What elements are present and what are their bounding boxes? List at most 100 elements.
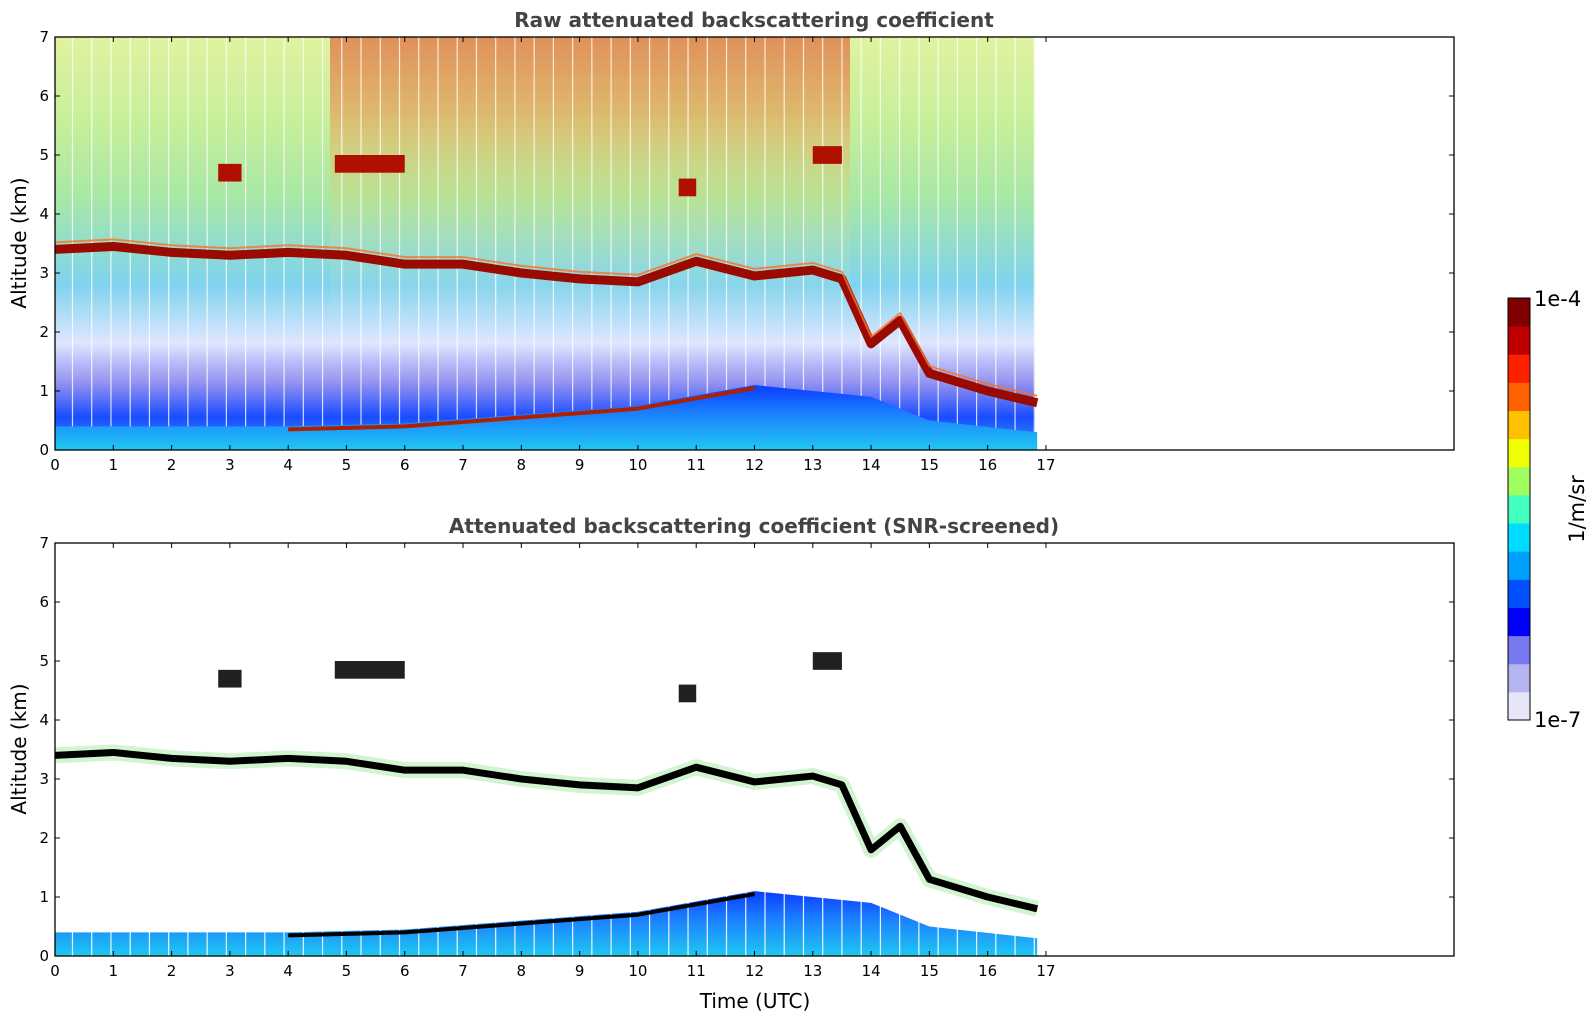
colorbar-segment (1508, 298, 1530, 327)
cloud-patch (334, 155, 405, 173)
x-tick-label: 12 (745, 456, 764, 474)
x-tick-label: 14 (862, 962, 881, 980)
cloud-patch (678, 178, 697, 197)
colorbar-segment (1508, 663, 1530, 693)
cloud-patch (334, 661, 405, 679)
screened-profile-gaps (71, 543, 1035, 956)
x-tick-label: 11 (687, 456, 706, 474)
raw-y-axis-label: Altitude (km) (7, 177, 31, 308)
cloud-patch (812, 146, 842, 164)
y-tick-label: 2 (39, 323, 49, 341)
screened-cloud-patches (218, 652, 842, 703)
x-tick-label: 17 (1036, 962, 1055, 980)
colorbar-segment (1508, 551, 1530, 580)
y-tick-label: 1 (39, 382, 49, 400)
x-tick-label: 13 (803, 456, 822, 474)
x-tick-label: 8 (517, 962, 527, 980)
colorbar-segment (1508, 354, 1530, 383)
x-tick-label: 16 (978, 962, 997, 980)
raw-warm-noise (330, 37, 850, 337)
y-tick-label: 4 (39, 205, 49, 223)
screened-cloud-layer (55, 748, 1039, 913)
y-tick-label: 6 (39, 87, 49, 105)
colorbar-segment (1508, 579, 1530, 608)
raw-panel: Raw attenuated backscattering coefficien… (7, 8, 1455, 474)
x-tick-label: 14 (862, 456, 881, 474)
colorbar-segment (1508, 635, 1530, 665)
colorbar-unit-label: 1/m/sr (1565, 475, 1589, 543)
colorbar: 1e-4 1e-7 1/m/sr (1507, 287, 1589, 732)
x-tick-label: 4 (283, 456, 293, 474)
x-tick-label: 10 (628, 456, 647, 474)
x-tick-label: 8 (517, 456, 527, 474)
x-tick-label: 10 (628, 962, 647, 980)
x-tick-label: 2 (167, 456, 177, 474)
colorbar-segment (1508, 494, 1530, 524)
raw-panel-title: Raw attenuated backscattering coefficien… (514, 8, 994, 32)
raw-cloud-layer (55, 241, 1039, 408)
x-tick-label: 15 (920, 456, 939, 474)
colorbar-segment (1508, 382, 1530, 412)
x-tick-label: 3 (225, 962, 235, 980)
x-tick-label: 11 (687, 962, 706, 980)
colorbar-segment (1508, 410, 1530, 440)
cloud-patch (218, 163, 242, 182)
x-tick-label: 6 (400, 962, 410, 980)
screened-panel: Attenuated backscattering coefficient (S… (7, 514, 1455, 1013)
x-tick-label: 9 (575, 962, 585, 980)
x-tick-label: 1 (109, 456, 119, 474)
x-tick-label: 0 (50, 962, 60, 980)
y-tick-label: 7 (39, 28, 49, 46)
y-tick-label: 3 (39, 264, 49, 282)
screened-heatmap (55, 543, 1040, 956)
y-tick-label: 1 (39, 888, 49, 906)
cloud-patch (812, 652, 842, 670)
y-tick-label: 2 (39, 829, 49, 847)
colorbar-min-label: 1e-7 (1534, 708, 1581, 732)
x-tick-label: 7 (458, 456, 468, 474)
raw-aerosol-top (288, 386, 755, 432)
x-tick-label: 2 (167, 962, 177, 980)
raw-cloud-edge (55, 238, 1038, 397)
x-tick-label: 7 (458, 962, 468, 980)
colorbar-max-label: 1e-4 (1534, 287, 1581, 311)
colorbar-segment (1508, 466, 1530, 496)
x-tick-label: 17 (1036, 456, 1055, 474)
x-tick-label: 12 (745, 962, 764, 980)
raw-heatmap (55, 37, 1039, 450)
x-tick-label: 3 (225, 456, 235, 474)
y-tick-label: 5 (39, 146, 49, 164)
x-tick-label: 6 (400, 456, 410, 474)
y-tick-label: 5 (39, 652, 49, 670)
raw-profile-gaps (71, 37, 1035, 450)
colorbar-segment (1508, 438, 1530, 468)
x-tick-label: 5 (342, 962, 352, 980)
screened-y-axis-label: Altitude (km) (7, 683, 31, 814)
raw-x-axis: 0 1 2 3 4 5 6 7 8 9 10 11 12 13 14 15 16 17 (50, 37, 1056, 474)
x-tick-label: 5 (342, 456, 352, 474)
x-tick-label: 9 (575, 456, 585, 474)
colorbar-frame (1507, 297, 1531, 721)
x-tick-label: 4 (283, 962, 293, 980)
x-tick-label: 0 (50, 456, 60, 474)
colorbar-scale (1508, 298, 1530, 721)
y-tick-label: 0 (39, 441, 49, 459)
x-tick-label: 16 (978, 456, 997, 474)
raw-cloud-patches (218, 146, 842, 197)
y-tick-label: 4 (39, 711, 49, 729)
x-tick-label: 13 (803, 962, 822, 980)
colorbar-segment (1508, 326, 1530, 355)
colorbar-segment (1508, 607, 1530, 637)
colorbar-segment (1508, 691, 1530, 721)
screened-x-axis: 0 1 2 3 4 5 6 7 8 9 10 11 12 13 14 15 16 17 (50, 543, 1056, 980)
cloud-patch (678, 684, 697, 703)
x-tick-label: 1 (109, 962, 119, 980)
colorbar-segment (1508, 523, 1530, 552)
raw-y-axis: 0 1 2 3 4 5 6 7 (39, 28, 1454, 459)
y-tick-label: 0 (39, 947, 49, 965)
screened-panel-title: Attenuated backscattering coefficient (S… (449, 514, 1059, 538)
y-tick-label: 6 (39, 593, 49, 611)
x-axis-label: Time (UTC) (699, 989, 811, 1013)
screened-y-axis: 0 1 2 3 4 5 6 7 (39, 534, 1454, 965)
